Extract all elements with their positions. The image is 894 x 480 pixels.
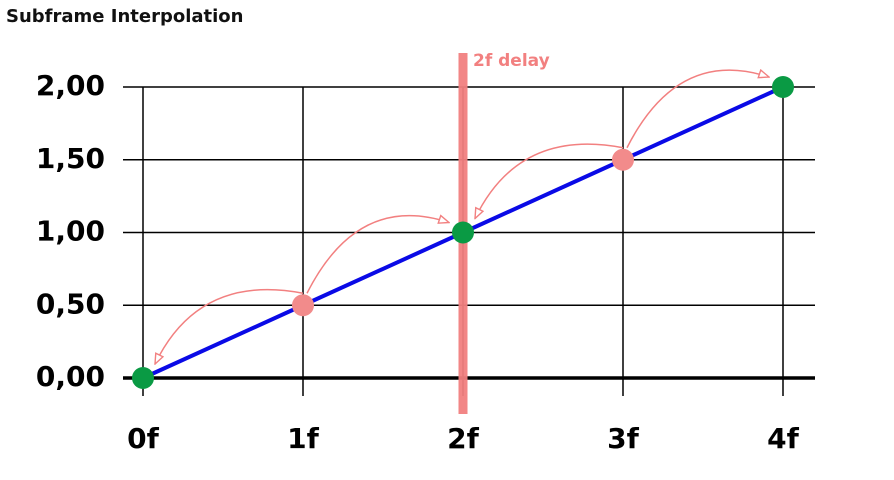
point xyxy=(772,76,794,98)
interpolation-arrow xyxy=(306,216,449,294)
point xyxy=(132,367,154,389)
x-tick-label: 2f xyxy=(447,422,479,455)
y-tick-label: 0,00 xyxy=(36,360,105,393)
interpolation-arrow xyxy=(155,289,304,364)
y-tick-label: 0,50 xyxy=(36,287,105,320)
x-tick-label: 4f xyxy=(767,422,799,455)
annotation-label: 2f delay xyxy=(473,51,550,71)
y-tick-label: 1,50 xyxy=(36,142,105,175)
x-tick-label: 0f xyxy=(127,422,159,455)
point xyxy=(452,221,474,244)
point xyxy=(612,148,634,171)
x-tick-label: 1f xyxy=(287,422,319,455)
x-tick-label: 3f xyxy=(607,422,639,455)
y-tick-label: 1,00 xyxy=(36,215,105,248)
interpolation-arrow xyxy=(475,143,624,218)
point xyxy=(292,294,314,317)
chart-title: Subframe Interpolation xyxy=(6,6,243,27)
interpolation-arrow xyxy=(626,70,769,149)
y-tick-label: 2,00 xyxy=(36,69,105,102)
